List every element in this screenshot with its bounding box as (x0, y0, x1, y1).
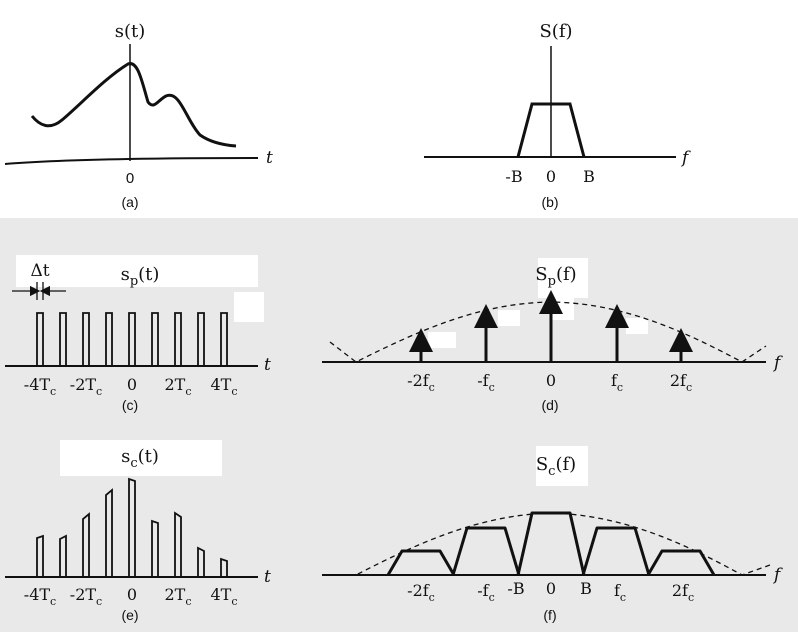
panel-a-time-axis (4, 157, 259, 165)
panel-f-tick: 0 (546, 579, 556, 598)
panel-b: S(f) f -B 0 B (b) (424, 21, 691, 210)
panel-a-axis-var: t (266, 148, 273, 168)
panel-e-title: sc(t) (121, 446, 159, 471)
panel-f: Sc(f) f -2fc -fc -B 0 B fc 2fc (f) (322, 454, 783, 623)
spectrum-replica (386, 549, 456, 576)
panel-f-title: Sc(f) (536, 454, 576, 479)
panel-e-tick: 0 (127, 585, 137, 604)
panel-a-tick-0: 0 (126, 170, 134, 187)
panel-a: s(t) t 0 (a) (4, 21, 273, 210)
spectrum-replica (581, 526, 651, 576)
spectrum-replica (516, 511, 586, 576)
sample-pulse (128, 477, 136, 577)
panel-d-caption: (d) (541, 397, 558, 413)
pulse (105, 312, 113, 366)
panel-a-title: s(t) (115, 21, 146, 42)
panel-b-title: S(f) (539, 21, 572, 42)
panel-e-tick: 4Tc (210, 585, 237, 608)
spectral-impulses (409, 290, 693, 362)
panel-c-tick: 0 (127, 375, 137, 394)
sample-pulse (174, 511, 182, 577)
sample-pulse (197, 546, 205, 577)
panel-c-tick: -4Tc (24, 375, 56, 398)
pulse (36, 312, 44, 366)
panel-d-tick: fc (611, 371, 623, 394)
sampled-pulses (36, 477, 228, 577)
panel-f-tick: fc (614, 581, 626, 604)
panel-d: Sp(f) f -2fc -fc 0 fc 2fc (d) (322, 264, 783, 413)
pulse (128, 312, 136, 366)
pulse (59, 312, 67, 366)
panel-b-tick-0: 0 (546, 167, 556, 186)
pulse (151, 312, 159, 366)
panel-d-tick: -fc (477, 371, 495, 394)
panel-d-tick: -2fc (407, 371, 435, 394)
pulse-width-label: Δt (30, 261, 49, 281)
panel-e-tick: -2Tc (70, 585, 102, 608)
panel-b-caption: (b) (541, 194, 558, 210)
panel-c-tick: -2Tc (70, 375, 102, 398)
sample-pulse (36, 534, 44, 577)
panel-f-tick: B (580, 579, 592, 598)
panel-c-tick: 4Tc (210, 375, 237, 398)
panel-c-axis-var: t (264, 355, 271, 375)
pulse (197, 312, 205, 366)
label-patches (16, 16, 648, 486)
sample-pulse (59, 534, 67, 577)
panel-d-axis-var: f (772, 353, 783, 373)
panel-f-sinc-envelope (340, 512, 771, 576)
panel-f-tick: -B (507, 579, 524, 598)
panel-b-tick-neg-b: -B (505, 167, 522, 186)
band-gap (0, 218, 798, 232)
panel-c-tick: 2Tc (164, 375, 191, 398)
panel-f-tick: -2fc (407, 581, 435, 604)
panel-e-tick: -4Tc (24, 585, 56, 608)
panel-e-tick: 2Tc (164, 585, 191, 608)
pulse-width-marker (12, 282, 66, 300)
panel-b-tick-b: B (583, 167, 595, 186)
sample-pulse (151, 519, 159, 577)
spectrum-trapezoid (516, 102, 586, 158)
pulse (220, 312, 228, 366)
panel-d-tick: 2fc (670, 371, 692, 394)
pulse (82, 312, 90, 366)
panel-d-tick: 0 (546, 371, 556, 390)
pulse (174, 312, 182, 366)
sinc-envelope (329, 301, 767, 363)
pulse-train (36, 312, 228, 366)
panel-b-axis-var: f (680, 148, 691, 168)
panel-c-title: sp(t) (121, 264, 160, 289)
signal-curve (30, 62, 237, 148)
replicated-spectra (386, 511, 716, 576)
panel-c: Δt sp(t) t -4Tc -2Tc 0 2Tc 4Tc (c) (5, 261, 271, 413)
panel-c-caption: (c) (122, 397, 138, 413)
panel-e: sc(t) t -4Tc -2Tc 0 2Tc 4Tc (e) (5, 446, 271, 623)
panel-e-axis-var: t (264, 567, 271, 587)
panel-f-tick: 2fc (672, 581, 694, 604)
spectrum-replica (646, 549, 716, 576)
panel-e-caption: (e) (121, 607, 138, 623)
sample-pulse (220, 557, 228, 577)
panel-d-title: Sp(f) (535, 264, 576, 289)
sample-pulse (105, 488, 113, 577)
panel-f-caption: (f) (543, 607, 556, 623)
spectrum-replica (451, 526, 521, 576)
sample-pulse (82, 512, 90, 577)
panel-f-tick: -fc (477, 581, 495, 604)
panel-f-axis-var: f (772, 565, 783, 585)
panel-a-caption: (a) (121, 194, 138, 210)
